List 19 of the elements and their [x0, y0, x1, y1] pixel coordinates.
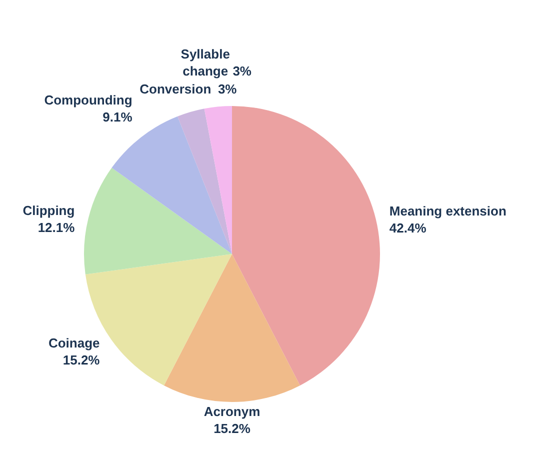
data-label: 15.2%: [62, 352, 100, 368]
pie-slice: [204, 106, 232, 254]
data-label: 9.1%: [102, 109, 133, 124]
slice-label: Conversion: [140, 81, 212, 96]
slice-label: Coinage: [48, 336, 100, 351]
pie-slice: [232, 106, 380, 386]
pie-slice: [178, 108, 232, 254]
data-label: 3%: [218, 81, 238, 96]
pie-slice: [164, 254, 300, 402]
slice-label: Syllable change: [180, 46, 230, 79]
slice-label: Meaning extension: [389, 204, 506, 219]
pie-slice: [84, 168, 232, 274]
slice-label: Acronym: [204, 404, 260, 419]
data-label: 3%: [232, 64, 252, 79]
data-label: 12.1%: [38, 220, 76, 236]
data-label: 42.4%: [389, 220, 427, 236]
data-label: 15.2%: [214, 421, 251, 436]
slice-label: Compounding: [44, 92, 132, 108]
slice-label: Clipping: [22, 203, 75, 218]
